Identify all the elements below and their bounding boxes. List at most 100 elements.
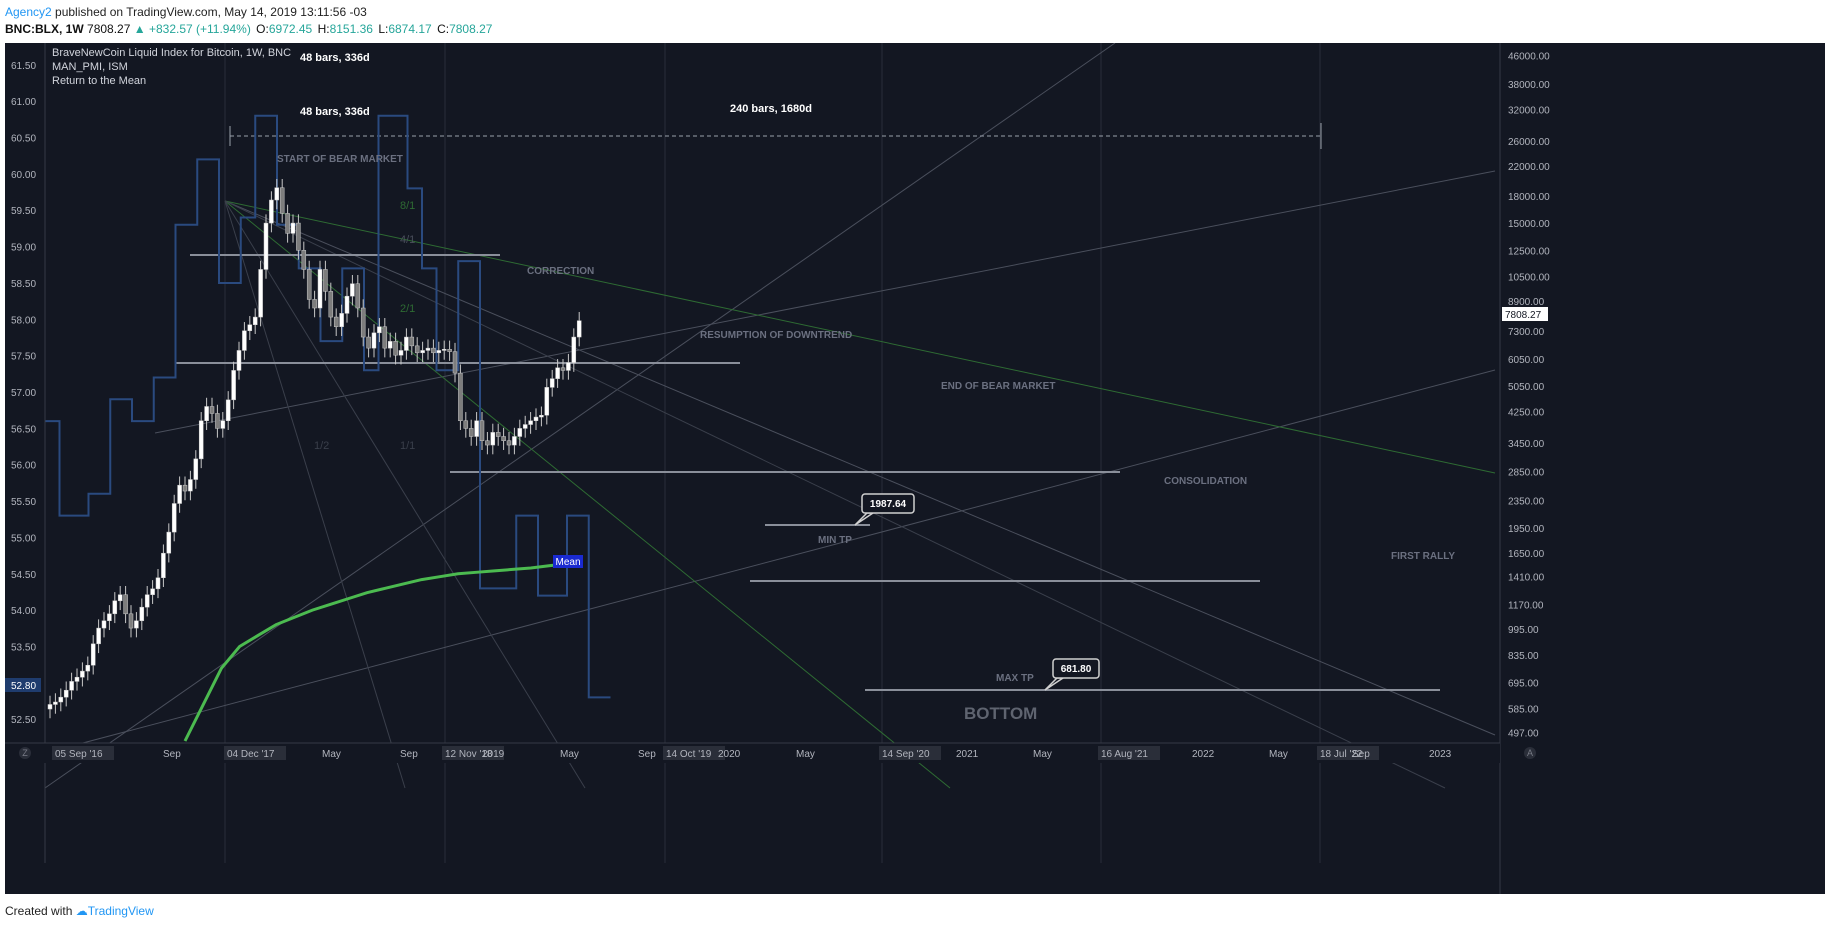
fan-label-81: 8/1 <box>400 200 415 212</box>
left-axis-tick: 58.00 <box>11 315 36 326</box>
candle-body <box>274 187 280 201</box>
right-axis-tick: 5050.00 <box>1508 382 1545 393</box>
fan-label-41: 4/1 <box>400 234 415 246</box>
left-axis-marker-box <box>5 678 41 692</box>
callout-max-tp: 681.80 <box>1044 658 1100 691</box>
candle-body <box>96 627 101 645</box>
candle-body <box>495 432 501 437</box>
right-axis-tick: 2850.00 <box>1508 467 1545 478</box>
candle-body <box>209 406 215 414</box>
right-axis-tick: 38000.00 <box>1508 80 1550 91</box>
x-axis-tick: May <box>796 749 815 760</box>
right-axis-tick: 3450.00 <box>1508 439 1545 450</box>
right-axis-tick: 26000.00 <box>1508 137 1550 148</box>
candle-body <box>360 307 366 338</box>
corner-left-button-bg[interactable] <box>19 747 31 759</box>
right-axis-tick: 4250.00 <box>1508 408 1545 419</box>
fan-label-11: 1/1 <box>400 440 415 452</box>
right-axis-tick: 32000.00 <box>1508 106 1550 117</box>
x-axis-date-box <box>663 746 725 760</box>
candle-body <box>69 681 74 691</box>
left-axis-tick: 53.50 <box>11 642 36 653</box>
x-axis-tick: Sep <box>1352 749 1370 760</box>
label-first-rally: FIRST RALLY <box>1391 551 1455 562</box>
bar-measurements <box>229 123 1322 149</box>
bars-label-2: 48 bars, 336d <box>300 106 370 118</box>
candle-body <box>290 222 296 234</box>
right-axis-tick: 995.00 <box>1508 625 1539 636</box>
candle-body <box>366 336 371 349</box>
high-label: H: <box>317 22 330 36</box>
candle-body <box>333 316 339 327</box>
chart-panel[interactable]: Mean 48 bars, 336d 48 bars, 336d 240 bar… <box>5 43 1825 894</box>
candle-body <box>225 399 231 421</box>
x-axis-tick: Sep <box>638 749 656 760</box>
candle-body <box>188 479 193 492</box>
candle-body <box>382 326 388 349</box>
author-link[interactable]: Agency2 <box>5 5 52 19</box>
mean-label-box <box>553 555 583 568</box>
x-axis-tick: May <box>322 749 341 760</box>
candle-body <box>393 341 398 356</box>
candle-body <box>101 620 107 629</box>
fan-label-12: 1/2 <box>314 440 329 452</box>
annotations: 48 bars, 336d 48 bars, 336d 240 bars, 16… <box>277 52 1455 723</box>
label-min-tp: MIN TP <box>818 535 852 546</box>
left-axis-tick: 61.00 <box>11 97 36 108</box>
candle-body <box>533 416 539 421</box>
x-axis-tick: 18 Jul '22 <box>1320 749 1363 760</box>
candle-body <box>560 367 566 371</box>
last-price: 7808.27 <box>87 22 131 36</box>
trendline-upper-long <box>154 170 1496 434</box>
mean-label: Mean <box>555 557 580 568</box>
x-axis-tick: 14 Oct '19 <box>666 749 712 760</box>
corner-right-button[interactable]: A <box>1527 748 1533 758</box>
x-axis-date-box <box>879 746 941 760</box>
corner-left-button[interactable]: Z <box>22 748 28 758</box>
price-candles <box>47 178 582 719</box>
close-value: 7808.27 <box>449 22 493 36</box>
published-text: published on TradingView.com, May 14, 20… <box>51 5 367 19</box>
candle-body <box>139 606 145 622</box>
right-axis-tick: 8900.00 <box>1508 297 1545 308</box>
label-resumption: RESUMPTION OF DOWNTREND <box>700 330 852 341</box>
label-end-bear: END OF BEAR MARKET <box>941 381 1055 392</box>
candle-body <box>263 222 269 270</box>
candle-body <box>177 484 182 504</box>
candle-body <box>204 406 209 421</box>
x-axis-date-box <box>1317 746 1379 760</box>
x-axis-tick: 12 Nov '18 <box>445 749 493 760</box>
candle-body <box>80 670 85 678</box>
candle-body <box>474 420 479 437</box>
callout-2-text: 681.80 <box>1061 664 1092 675</box>
candle-body <box>458 372 463 421</box>
right-axis-tick: 1410.00 <box>1508 573 1545 584</box>
left-axis-tick: 56.50 <box>11 424 36 435</box>
right-axis-tick: 18000.00 <box>1508 192 1550 203</box>
left-axis-tick: 55.00 <box>11 533 36 544</box>
x-axis-tick: May <box>1269 749 1288 760</box>
candle-body <box>441 349 447 351</box>
candle-body <box>117 594 123 602</box>
callout-2-box <box>1052 658 1100 679</box>
x-axis-tick: 14 Sep '20 <box>882 749 930 760</box>
candle-body <box>252 316 258 326</box>
candle-body <box>549 378 555 388</box>
high-value: 8151.36 <box>329 22 373 36</box>
open-label: O: <box>256 22 269 36</box>
fan-label-21: 2/1 <box>400 303 415 315</box>
x-axis-date-box <box>52 746 114 760</box>
candle-body <box>528 420 533 425</box>
tradingview-link[interactable]: ☁TradingView <box>75 904 154 918</box>
right-axis-tick: 835.00 <box>1508 651 1539 662</box>
candle-body <box>463 420 469 429</box>
corner-right-button-bg[interactable] <box>1524 747 1536 759</box>
left-axis-tick: 60.50 <box>11 134 36 145</box>
left-axis-marker: 52.80 <box>11 681 36 692</box>
candle-body <box>490 432 496 446</box>
candle-body <box>544 387 550 416</box>
chart-svg[interactable]: Mean 48 bars, 336d 48 bars, 336d 240 bar… <box>5 43 1825 894</box>
left-axis-tick: 60.00 <box>11 170 36 181</box>
candle-body <box>431 347 436 354</box>
x-axis-date-box <box>1098 746 1160 760</box>
